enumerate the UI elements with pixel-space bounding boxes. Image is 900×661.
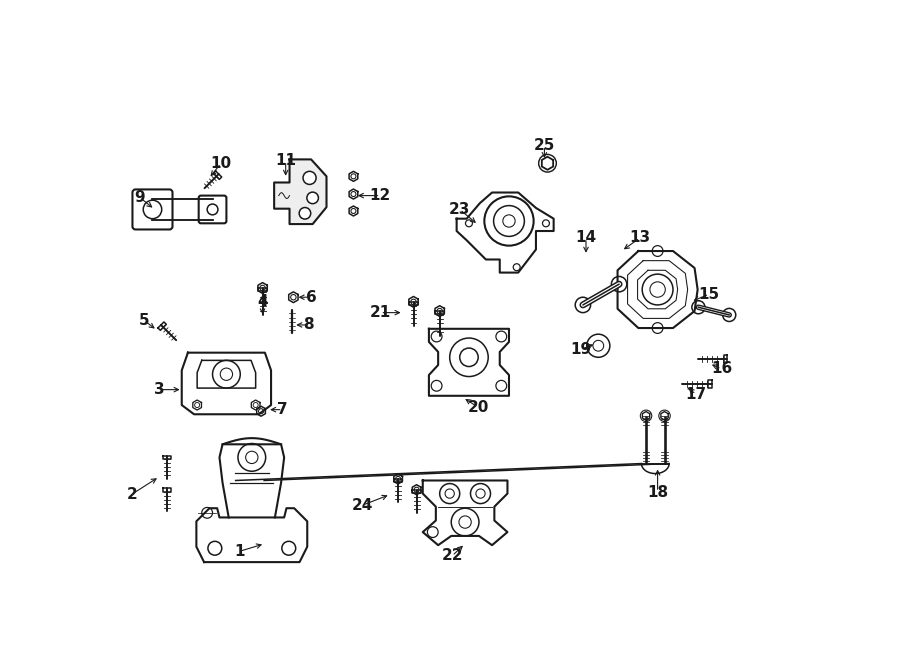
Text: 3: 3 xyxy=(154,382,165,397)
Text: 18: 18 xyxy=(647,485,668,500)
Text: 6: 6 xyxy=(306,290,317,305)
Text: 14: 14 xyxy=(575,231,597,245)
Text: 22: 22 xyxy=(441,549,463,563)
Polygon shape xyxy=(274,159,327,224)
Text: 7: 7 xyxy=(277,402,288,417)
Circle shape xyxy=(611,276,626,292)
Text: 9: 9 xyxy=(134,190,145,205)
Text: 12: 12 xyxy=(370,188,391,203)
Text: 24: 24 xyxy=(352,498,374,513)
Text: 11: 11 xyxy=(275,153,296,169)
Text: 1: 1 xyxy=(234,544,245,559)
Text: 13: 13 xyxy=(629,231,651,245)
Circle shape xyxy=(575,297,590,313)
Text: 4: 4 xyxy=(257,294,268,309)
Circle shape xyxy=(496,331,507,342)
Text: 8: 8 xyxy=(303,317,314,332)
Text: 21: 21 xyxy=(370,305,391,320)
Circle shape xyxy=(307,192,319,204)
Circle shape xyxy=(431,380,442,391)
Circle shape xyxy=(692,301,705,314)
Text: 25: 25 xyxy=(534,138,555,153)
Circle shape xyxy=(431,331,442,342)
Text: 2: 2 xyxy=(126,487,137,502)
Circle shape xyxy=(299,208,310,219)
Circle shape xyxy=(496,380,507,391)
Text: 10: 10 xyxy=(211,156,231,171)
Text: 15: 15 xyxy=(698,287,720,301)
Text: 19: 19 xyxy=(570,342,591,357)
Text: 23: 23 xyxy=(449,202,471,217)
Circle shape xyxy=(303,171,316,184)
Circle shape xyxy=(723,309,736,321)
Text: 20: 20 xyxy=(467,400,489,415)
Text: 17: 17 xyxy=(686,387,706,402)
Text: 16: 16 xyxy=(711,362,732,376)
Text: 5: 5 xyxy=(139,313,149,328)
